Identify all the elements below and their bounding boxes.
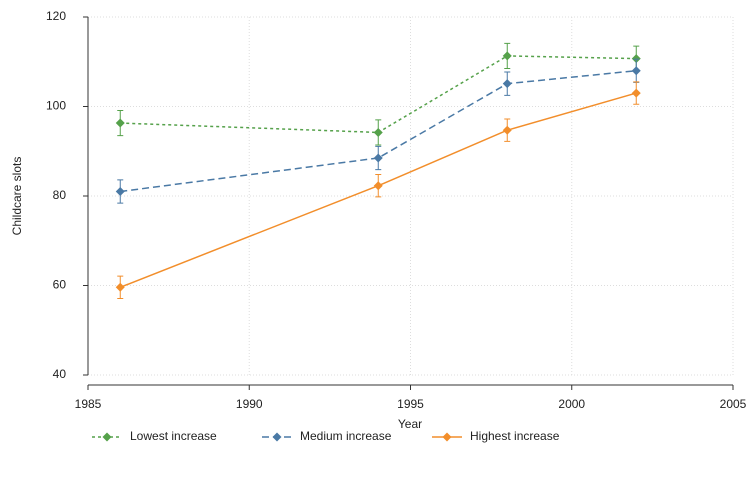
y-tick-label: 40 — [53, 367, 67, 381]
point — [373, 181, 383, 191]
y-tick-label: 60 — [53, 278, 67, 292]
x-tick-label: 1995 — [397, 397, 424, 411]
point — [631, 66, 641, 76]
point — [631, 88, 641, 98]
y-tick-label: 100 — [46, 99, 66, 113]
series-line — [119, 92, 637, 288]
point — [115, 118, 125, 128]
legend-label: Highest increase — [470, 429, 560, 443]
y-tick-label: 80 — [53, 188, 67, 202]
x-tick-label: 1985 — [75, 397, 102, 411]
point — [115, 282, 125, 292]
point — [502, 51, 512, 61]
legend-marker — [272, 432, 282, 442]
legend-marker — [442, 432, 452, 442]
point — [373, 153, 383, 163]
x-tick-label: 2005 — [720, 397, 747, 411]
x-axis-label: Year — [398, 417, 422, 431]
x-tick-label: 2000 — [558, 397, 585, 411]
y-tick-label: 120 — [46, 9, 66, 23]
point — [115, 187, 125, 197]
legend-label: Lowest increase — [130, 429, 217, 443]
point — [502, 79, 512, 89]
x-tick-label: 1990 — [236, 397, 263, 411]
series-line — [120, 69, 637, 193]
y-axis-label: Childcare slots — [10, 157, 24, 236]
legend-label: Medium increase — [300, 429, 392, 443]
legend-marker — [102, 432, 112, 442]
point — [373, 127, 383, 137]
point — [502, 125, 512, 135]
